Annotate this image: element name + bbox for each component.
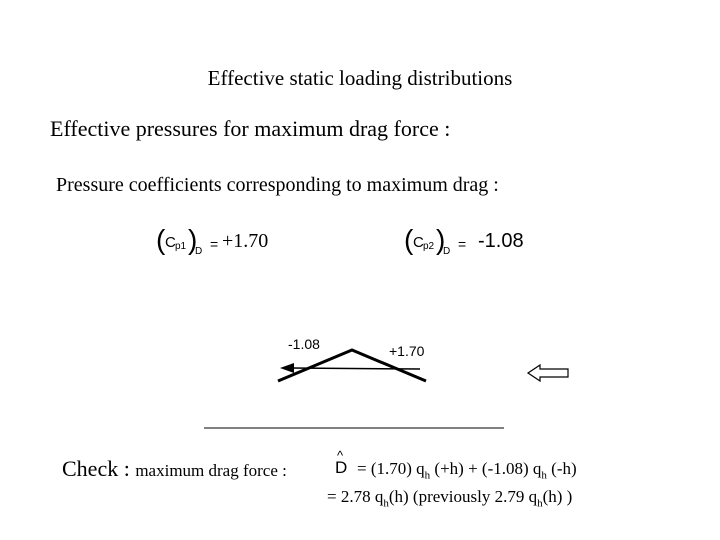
roof-outline bbox=[277, 348, 427, 383]
cp2-subscript: p2 bbox=[423, 241, 435, 252]
cp2-equals: = bbox=[458, 236, 467, 252]
cp2-value: -1.08 bbox=[478, 230, 524, 252]
formula-2-a-sub: h bbox=[383, 497, 389, 510]
drag-hat: ^ bbox=[337, 448, 344, 463]
formula-2-a: = 2.78 q bbox=[327, 487, 384, 506]
cp2-open-paren: ( bbox=[404, 224, 414, 255]
page-title: Effective static loading distributions bbox=[207, 66, 513, 90]
formula-line-1: = (1.70) qh (+h) + (-1.08) qh (-h) bbox=[357, 459, 577, 481]
formula-1-b-sub: h bbox=[541, 469, 547, 482]
diagram-left-label: -1.08 bbox=[288, 336, 320, 352]
coefficients-heading: Pressure coefficients corresponding to m… bbox=[56, 174, 499, 196]
cp2-expression: ( C p2 ) D = -1.08 bbox=[404, 224, 534, 260]
check-label: maximum drag force : bbox=[135, 461, 287, 480]
diagram-right-label: +1.70 bbox=[389, 343, 425, 359]
formula-1-a: = (1.70) q bbox=[357, 459, 425, 478]
formula-1-b: (+h) + (-1.08) q bbox=[430, 459, 542, 478]
wind-direction-arrow-icon bbox=[526, 363, 569, 383]
cp2-outer-subscript: D bbox=[443, 246, 451, 257]
pressure-arrowhead bbox=[280, 363, 294, 373]
check-prefix: Check : bbox=[62, 456, 130, 481]
cp1-subscript: p1 bbox=[175, 241, 187, 252]
subtitle: Effective pressures for maximum drag for… bbox=[50, 116, 451, 141]
formula-2-b: (h) (previously 2.79 q bbox=[388, 487, 538, 506]
check-line: Check : maximum drag force : bbox=[62, 456, 287, 482]
cp1-open-paren: ( bbox=[156, 224, 166, 255]
cp1-close-paren: ) bbox=[188, 224, 198, 255]
cp1-outer-subscript: D bbox=[195, 246, 203, 257]
cp1-symbol: C bbox=[165, 234, 176, 251]
formula-line-2: = 2.78 qh(h) (previously 2.79 qh(h) ) bbox=[327, 487, 572, 509]
cp2-close-paren: ) bbox=[436, 224, 446, 255]
drag-symbol: ^ D bbox=[333, 448, 349, 480]
formula-2-b-sub: h bbox=[537, 497, 543, 510]
formula-2-c: (h) ) bbox=[542, 487, 573, 506]
cp1-value: +1.70 bbox=[222, 230, 269, 252]
formula-1-a-sub: h bbox=[424, 469, 431, 482]
drag-letter: D bbox=[335, 458, 348, 477]
cp1-equals: = bbox=[210, 236, 219, 252]
cp1-expression: ( C p1 ) D = +1.70 bbox=[156, 224, 286, 260]
formula-1-c: (-h) bbox=[546, 459, 577, 478]
pressure-line bbox=[289, 367, 421, 370]
cp2-symbol: C bbox=[413, 234, 424, 251]
